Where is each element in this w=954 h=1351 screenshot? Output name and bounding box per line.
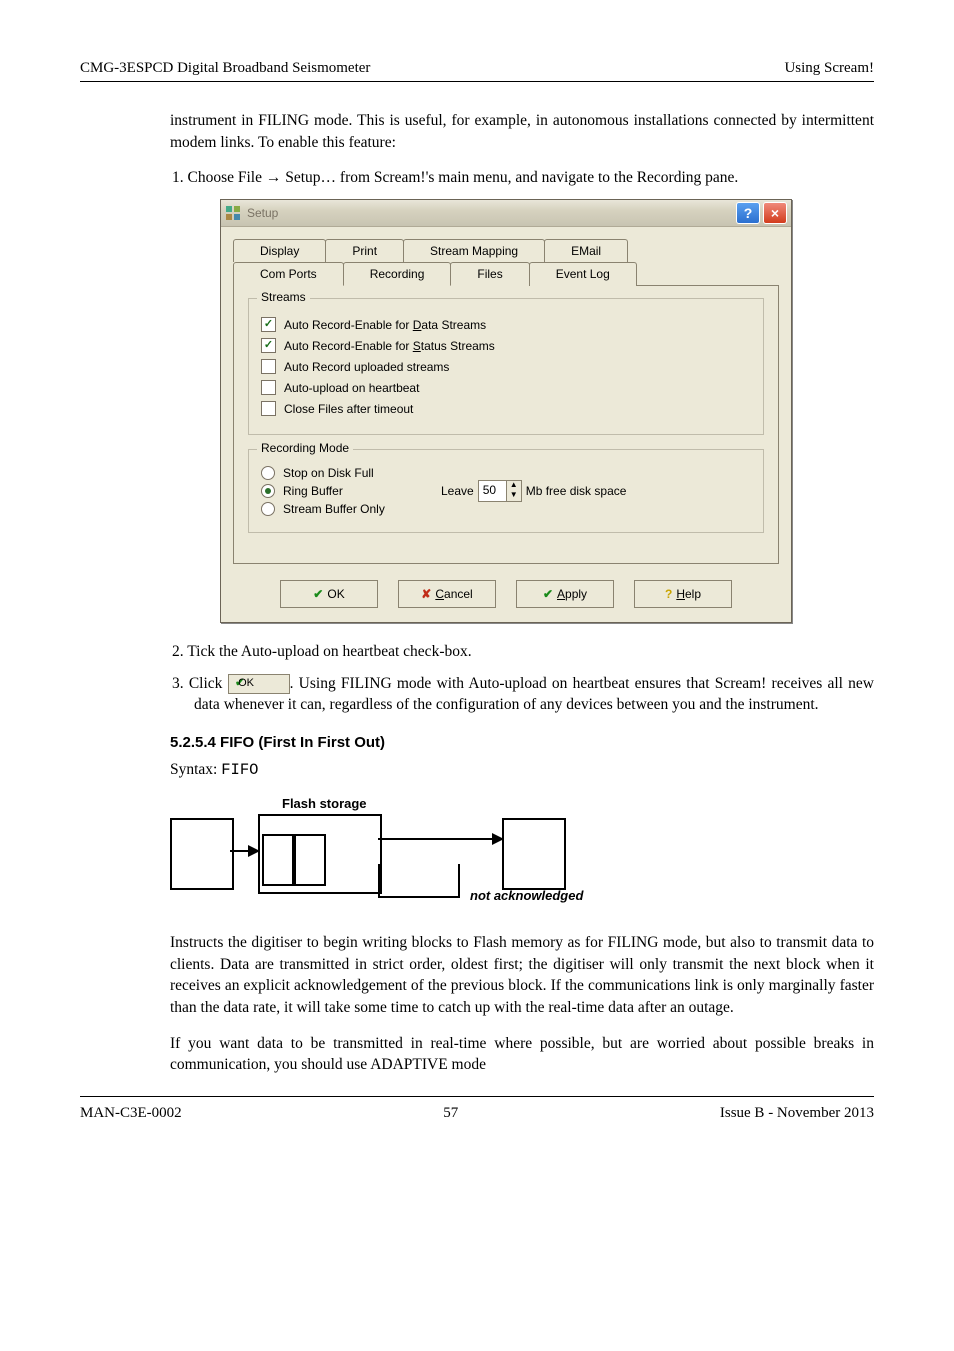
section-heading: 5.2.5.4 FIFO (First In First Out)	[170, 734, 874, 751]
radio-stop-disk-full-label: Stop on Disk Full	[283, 466, 374, 480]
para-intro: instrument in FILING mode. This is usefu…	[80, 110, 874, 153]
ok-button[interactable]: ✔OK	[280, 580, 378, 608]
step-1: 1. Choose File → Setup… from Scream!'s m…	[80, 167, 874, 189]
app-icon	[225, 205, 241, 221]
para-fifo-1: Instructs the digitiser to begin writing…	[80, 932, 874, 1019]
spin-down-icon[interactable]: ▼	[507, 491, 521, 501]
arrow-return-h	[378, 896, 460, 898]
chk-close-files-label: Close Files after timeout	[284, 402, 413, 416]
setup-dialog: Setup ? × Display Print Stream Mapping E…	[220, 199, 792, 623]
tab-print[interactable]: Print	[325, 239, 404, 262]
tab-files[interactable]: Files	[450, 262, 529, 286]
flash-storage-label: Flash storage	[282, 796, 367, 811]
header-rule	[80, 81, 874, 82]
footer-center: 57	[443, 1105, 458, 1122]
not-acknowledged-label: not acknowledged	[470, 888, 583, 903]
radio-stream-buffer[interactable]	[261, 502, 275, 516]
leave-suffix: Mb free disk space	[526, 484, 627, 498]
tab-com-ports[interactable]: Com Ports	[233, 262, 344, 286]
footer-right: Issue B - November 2013	[720, 1105, 874, 1122]
radio-ring-buffer-label: Ring Buffer	[283, 484, 343, 498]
arrow-in	[230, 850, 250, 852]
dialog-title: Setup	[247, 206, 736, 220]
footer-left: MAN-C3E-0002	[80, 1105, 182, 1122]
chk-status-streams[interactable]	[261, 338, 276, 353]
tab-display[interactable]: Display	[233, 239, 326, 262]
arrow-out	[378, 838, 494, 840]
fifo-diagram: Flash storage not acknowledged	[170, 796, 600, 916]
chk-data-streams-label: Auto Record-Enable for Data Streams	[284, 318, 486, 332]
header-left: CMG-3ESPCD Digital Broadband Seismometer	[80, 60, 370, 77]
syntax-line: Syntax: FIFO	[80, 759, 874, 782]
arrow-out-head-icon	[492, 833, 504, 845]
leave-spinner[interactable]: 50 ▲▼	[478, 480, 522, 502]
inline-ok-button: ✔OK	[228, 674, 290, 694]
question-icon: ?	[665, 587, 672, 601]
check-icon: ✔	[313, 587, 323, 601]
streams-group: Streams Auto Record-Enable for Data Stre…	[248, 298, 764, 435]
arrow-in-head-icon	[248, 845, 260, 857]
recording-mode-group: Recording Mode Stop on Disk Full Ring Bu…	[248, 449, 764, 533]
chk-auto-upload[interactable]	[261, 380, 276, 395]
chk-auto-upload-label: Auto-upload on heartbeat	[284, 381, 419, 395]
tab-stream-mapping[interactable]: Stream Mapping	[403, 239, 545, 262]
tab-email[interactable]: EMail	[544, 239, 628, 262]
help-button[interactable]: ?Help	[634, 580, 732, 608]
para-fifo-2: If you want data to be transmitted in re…	[80, 1033, 874, 1076]
radio-ring-buffer[interactable]	[261, 484, 275, 498]
titlebar-close-button[interactable]: ×	[763, 202, 787, 224]
chk-data-streams[interactable]	[261, 317, 276, 332]
streams-group-title: Streams	[257, 290, 310, 304]
arrow-return-v	[458, 864, 460, 898]
tab-event-log[interactable]: Event Log	[529, 262, 637, 286]
chk-uploaded-streams-label: Auto Record uploaded streams	[284, 360, 449, 374]
recording-mode-title: Recording Mode	[257, 441, 353, 455]
chk-uploaded-streams[interactable]	[261, 359, 276, 374]
titlebar-help-button[interactable]: ?	[736, 202, 760, 224]
leave-label: Leave	[441, 484, 474, 498]
radio-stop-disk-full[interactable]	[261, 466, 275, 480]
step-3: 3. Click ✔OK. Using FILING mode with Aut…	[80, 673, 874, 716]
cancel-button[interactable]: ✘Cancel	[398, 580, 496, 608]
leave-value[interactable]: 50	[479, 481, 506, 501]
step-2: 2. Tick the Auto-upload on heartbeat che…	[80, 641, 874, 663]
radio-stream-buffer-label: Stream Buffer Only	[283, 502, 385, 516]
check-icon: ✔	[543, 587, 553, 601]
diagram-source-box	[170, 818, 234, 890]
chk-close-files[interactable]	[261, 401, 276, 416]
chk-status-streams-label: Auto Record-Enable for Status Streams	[284, 339, 495, 353]
apply-button[interactable]: ✔Apply	[516, 580, 614, 608]
diagram-block-2	[294, 834, 326, 886]
titlebar: Setup ? ×	[221, 200, 791, 227]
diagram-block-1	[262, 834, 294, 886]
diagram-dest-box	[502, 818, 566, 890]
header-right: Using Scream!	[784, 60, 874, 77]
x-icon: ✘	[421, 587, 431, 601]
tab-recording[interactable]: Recording	[343, 262, 452, 286]
